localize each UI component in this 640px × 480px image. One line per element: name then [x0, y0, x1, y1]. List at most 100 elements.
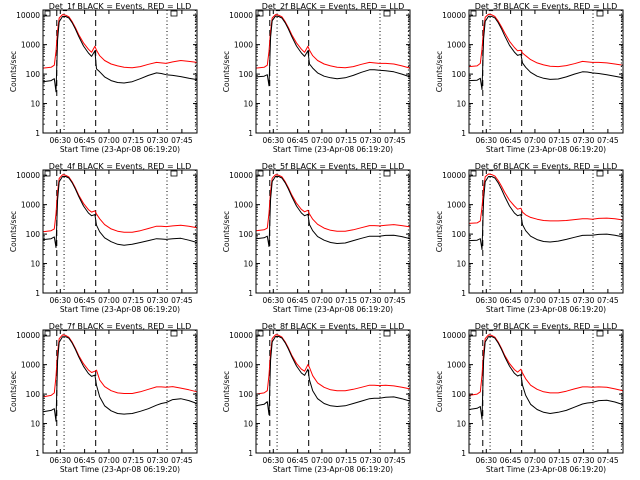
- x-tick-label: 07:30: [360, 136, 382, 145]
- y-tick-label: 1: [248, 289, 253, 298]
- x-tick-label: 06:45: [287, 456, 309, 465]
- x-axis-label: Start Time (23-Apr-08 06:19:20): [273, 465, 393, 474]
- x-tick-label: 06:30: [49, 456, 71, 465]
- y-tick-label: 1: [248, 449, 253, 458]
- x-tick-label: 06:30: [49, 136, 71, 145]
- y-tick-label: 100: [26, 390, 41, 399]
- x-axis-label: Start Time (23-Apr-08 06:19:20): [273, 145, 393, 154]
- y-tick-label: 10000: [442, 331, 466, 340]
- y-tick-label: 1000: [21, 201, 40, 210]
- y-tick-label: 1: [248, 129, 253, 138]
- x-tick-label: 06:45: [500, 296, 522, 305]
- y-tick-label: 1000: [234, 41, 253, 50]
- panel-title: Det_8f BLACK = Events, RED = LLD: [262, 322, 405, 331]
- x-tick-label: 07:45: [171, 456, 193, 465]
- y-axis-label: Counts/sec: [222, 51, 231, 92]
- panel-title: Det_7f BLACK = Events, RED = LLD: [49, 322, 192, 331]
- panel-title: Det_4f BLACK = Events, RED = LLD: [49, 162, 192, 171]
- y-tick-label: 100: [239, 230, 254, 239]
- y-axis-label: Counts/sec: [9, 371, 18, 412]
- x-tick-label: 07:30: [147, 136, 169, 145]
- x-tick-label: 06:30: [262, 456, 284, 465]
- x-tick-label: 07:00: [98, 296, 120, 305]
- x-tick-label: 07:00: [311, 296, 333, 305]
- y-tick-label: 10000: [16, 171, 40, 180]
- y-tick-label: 100: [452, 70, 467, 79]
- x-tick-label: 07:15: [335, 456, 357, 465]
- x-tick-label: 07:15: [122, 456, 144, 465]
- panel-title: Det_3f BLACK = Events, RED = LLD: [475, 2, 618, 11]
- y-tick-label: 100: [239, 70, 254, 79]
- y-tick-label: 1: [461, 449, 466, 458]
- y-tick-label: 10000: [16, 331, 40, 340]
- y-tick-label: 1000: [447, 41, 466, 50]
- y-tick-label: 1: [35, 289, 40, 298]
- y-tick-label: 10: [456, 420, 466, 429]
- x-tick-label: 06:30: [262, 136, 284, 145]
- y-tick-label: 1000: [447, 361, 466, 370]
- panel-title: Det_5f BLACK = Events, RED = LLD: [262, 162, 405, 171]
- y-tick-label: 100: [452, 390, 467, 399]
- x-tick-label: 07:00: [98, 456, 120, 465]
- y-tick-label: 10: [243, 420, 253, 429]
- panel-title: Det_1f BLACK = Events, RED = LLD: [49, 2, 192, 11]
- x-tick-label: 07:45: [597, 456, 619, 465]
- y-tick-label: 10: [456, 100, 466, 109]
- y-tick-label: 10000: [442, 11, 466, 20]
- x-tick-label: 07:15: [122, 296, 144, 305]
- panel-title: Det_9f BLACK = Events, RED = LLD: [475, 322, 618, 331]
- x-tick-label: 07:15: [548, 456, 570, 465]
- y-tick-label: 1000: [234, 361, 253, 370]
- x-tick-label: 07:45: [384, 456, 406, 465]
- y-tick-label: 10000: [229, 171, 253, 180]
- y-axis-label: Counts/sec: [435, 211, 444, 252]
- x-axis-label: Start Time (23-Apr-08 06:19:20): [60, 145, 180, 154]
- x-tick-label: 06:30: [49, 296, 71, 305]
- x-tick-label: 07:45: [171, 296, 193, 305]
- x-axis-label: Start Time (23-Apr-08 06:19:20): [486, 305, 606, 314]
- x-axis-label: Start Time (23-Apr-08 06:19:20): [273, 305, 393, 314]
- y-tick-label: 100: [452, 230, 467, 239]
- x-tick-label: 06:45: [74, 296, 96, 305]
- x-tick-label: 07:15: [548, 296, 570, 305]
- x-tick-label: 07:45: [384, 296, 406, 305]
- x-tick-label: 07:15: [335, 296, 357, 305]
- y-tick-label: 10: [30, 420, 40, 429]
- x-tick-label: 07:00: [524, 296, 546, 305]
- x-tick-label: 07:30: [573, 456, 595, 465]
- y-tick-label: 1000: [447, 201, 466, 210]
- x-tick-label: 06:45: [287, 136, 309, 145]
- y-tick-label: 10000: [16, 11, 40, 20]
- x-tick-label: 06:30: [262, 296, 284, 305]
- x-tick-label: 06:45: [74, 456, 96, 465]
- x-tick-label: 07:30: [147, 456, 169, 465]
- x-tick-label: 07:30: [360, 296, 382, 305]
- y-axis-label: Counts/sec: [9, 51, 18, 92]
- y-axis-label: Counts/sec: [435, 371, 444, 412]
- x-axis-label: Start Time (23-Apr-08 06:19:20): [60, 305, 180, 314]
- x-tick-label: 06:45: [500, 136, 522, 145]
- y-tick-label: 100: [26, 230, 41, 239]
- y-tick-label: 100: [26, 70, 41, 79]
- y-tick-label: 10: [243, 260, 253, 269]
- x-tick-label: 07:30: [573, 136, 595, 145]
- y-tick-label: 1: [35, 129, 40, 138]
- x-tick-label: 07:30: [147, 296, 169, 305]
- y-tick-label: 10000: [229, 331, 253, 340]
- y-tick-label: 10: [30, 260, 40, 269]
- y-axis-label: Counts/sec: [9, 211, 18, 252]
- y-tick-label: 1: [461, 129, 466, 138]
- y-tick-label: 100: [239, 390, 254, 399]
- x-axis-label: Start Time (23-Apr-08 06:19:20): [486, 145, 606, 154]
- y-axis-label: Counts/sec: [222, 211, 231, 252]
- y-tick-label: 1: [461, 289, 466, 298]
- x-tick-label: 07:00: [524, 456, 546, 465]
- y-axis-label: Counts/sec: [222, 371, 231, 412]
- y-tick-label: 1: [35, 449, 40, 458]
- y-tick-label: 1000: [21, 41, 40, 50]
- x-tick-label: 07:45: [171, 136, 193, 145]
- detector-lightcurve-grid: 11010010001000006:30 06:45 07:00 07:15 07:30…: [0, 0, 640, 480]
- x-tick-label: 07:15: [122, 136, 144, 145]
- x-tick-label: 07:00: [98, 136, 120, 145]
- x-tick-label: 07:00: [524, 136, 546, 145]
